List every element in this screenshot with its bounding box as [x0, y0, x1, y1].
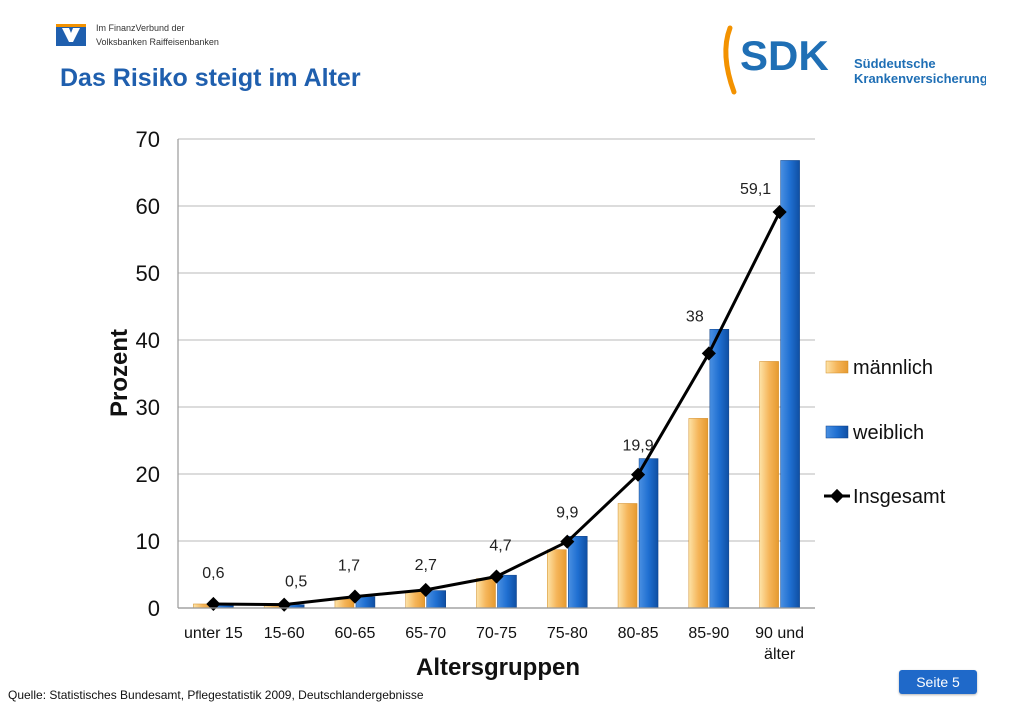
sdk-logo-abbr: SDK — [740, 32, 829, 79]
legend-label-maennlich: männlich — [853, 357, 933, 379]
bar-weiblich — [638, 458, 659, 609]
bar-maennlich — [547, 549, 567, 609]
marker-insgesamt — [347, 589, 363, 604]
y-tick-label: 70 — [136, 127, 160, 152]
marker-insgesamt — [560, 534, 575, 549]
sdk-logo-line-1: Süddeutsche — [854, 56, 936, 71]
finanzverbund-text: Im FinanzVerbund der Volksbanken Raiffei… — [96, 21, 219, 49]
bar-weiblich — [497, 574, 517, 609]
marker-insgesamt — [489, 569, 504, 584]
y-tick-label: 20 — [136, 462, 160, 487]
legend-layer: männlich weiblich Insgesamt — [824, 357, 946, 508]
legend-label-weiblich: weiblich — [852, 422, 924, 444]
bar-maennlich — [617, 503, 638, 609]
marker-insgesamt — [277, 597, 292, 612]
x-tick-label: 90 und — [755, 625, 804, 642]
y-tick-label: 30 — [136, 395, 160, 420]
legend-marker-insgesamt — [829, 488, 845, 504]
y-tick-label: 0 — [148, 596, 160, 621]
legend-swatch-weiblich — [825, 425, 849, 439]
labels-layer: 0,6 0,5 1,7 2,7 4,7 9,9 19,9 38 59,1 — [202, 181, 771, 591]
x-tick-label: unter 15 — [184, 625, 243, 642]
bar-weiblich — [780, 160, 800, 609]
y-tick-label: 10 — [136, 529, 160, 554]
source-note: Quelle: Statistisches Bundesamt, Pfleges… — [8, 688, 424, 702]
bar-weiblich — [426, 590, 446, 609]
bar-weiblich — [568, 536, 588, 609]
data-label-insgesamt: 0,6 — [202, 565, 224, 582]
sdk-logo-line-2: Krankenversicherung — [854, 71, 986, 86]
y-tick-label: 50 — [136, 261, 160, 286]
bar-maennlich — [688, 418, 709, 609]
bars-layer — [193, 160, 800, 609]
bar-weiblich — [709, 329, 730, 609]
volksbank-logo — [56, 24, 86, 46]
data-label-insgesamt: 9,9 — [556, 505, 578, 522]
sdk-logo: SDK Süddeutsche Krankenversicherung — [723, 25, 986, 95]
marker-insgesamt — [701, 346, 716, 361]
sdk-logo-swoosh — [723, 25, 737, 95]
vb-line-2: Volksbanken Raiffeisenbanken — [96, 37, 219, 47]
data-label-insgesamt: 19,9 — [622, 438, 653, 455]
data-label-insgesamt: 1,7 — [338, 558, 360, 575]
x-tick-label: 60-65 — [334, 625, 375, 642]
data-label-insgesamt: 59,1 — [740, 181, 771, 198]
legend-label-insgesamt: Insgesamt — [853, 486, 946, 508]
x-tick-label: 75-80 — [547, 625, 588, 642]
marker-insgesamt — [418, 582, 433, 597]
data-label-insgesamt: 38 — [686, 308, 704, 325]
page-number-button[interactable]: Seite 5 — [899, 670, 977, 694]
x-tick-label: 80-85 — [618, 625, 659, 642]
x-tick-label: älter — [764, 646, 796, 663]
data-label-insgesamt: 2,7 — [415, 557, 437, 574]
data-label-insgesamt: 4,7 — [489, 538, 511, 555]
vb-line-1: Im FinanzVerbund der — [96, 23, 185, 33]
bar-maennlich — [759, 361, 779, 609]
bar-maennlich — [334, 599, 355, 609]
marker-insgesamt — [630, 467, 646, 482]
x-tick-label: 85-90 — [688, 625, 729, 642]
x-axis-title: Altersgruppen — [416, 654, 580, 681]
bar-maennlich — [405, 591, 425, 609]
x-tick-label: 65-70 — [405, 625, 446, 642]
axis-layer: 0 10 20 30 40 50 60 70 unter 15 15-60 60-65 65-70 70… — [106, 127, 815, 681]
data-label-insgesamt: 0,5 — [285, 574, 307, 591]
page-title: Das Risiko steigt im Alter — [60, 64, 361, 92]
x-tick-label: 15-60 — [264, 625, 305, 642]
x-tick-label: 70-75 — [476, 625, 517, 642]
marker-insgesamt — [772, 204, 787, 220]
legend-swatch-maennlich — [825, 360, 849, 374]
y-axis-title: Prozent — [106, 329, 133, 417]
bar-maennlich — [476, 578, 496, 609]
marker-insgesamt — [206, 596, 221, 612]
y-tick-label: 40 — [136, 328, 160, 353]
y-tick-label: 60 — [136, 194, 160, 219]
